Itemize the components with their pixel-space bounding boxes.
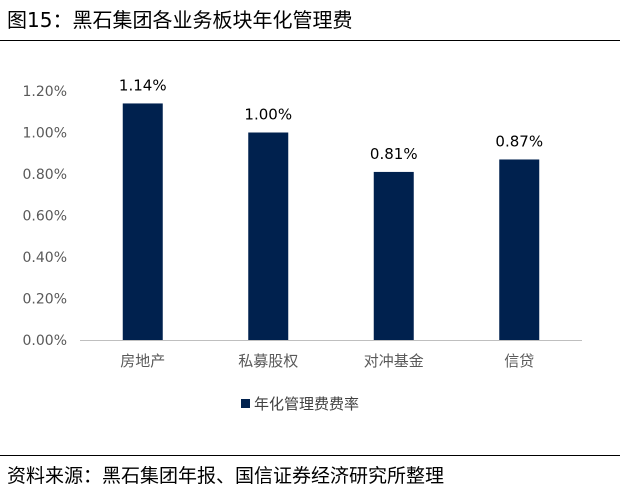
y-tick-label: 0.20%: [23, 292, 67, 308]
data-label: 0.87%: [495, 132, 543, 150]
legend: 年化管理费费率: [241, 395, 359, 413]
bar: [248, 132, 289, 340]
x-axis-labels: 房地产 私募股权 对冲基金 信贷: [120, 352, 534, 370]
y-tick-label: 0.60%: [23, 209, 67, 225]
y-tick-label: 1.00%: [23, 126, 67, 142]
bar: [373, 171, 414, 340]
x-tick-label: 房地产: [120, 352, 165, 370]
top-rule: [0, 40, 620, 41]
y-tick-label: 0.80%: [23, 167, 67, 183]
y-axis-ticks: 0.00% 0.20% 0.40% 0.60% 0.80% 1.00% 1.20%: [23, 84, 67, 349]
x-tick-label: 信贷: [504, 352, 534, 370]
y-tick-label: 0.00%: [23, 333, 67, 349]
legend-swatch: [241, 399, 250, 408]
data-label: 0.81%: [370, 145, 418, 163]
data-labels: 1.14% 1.00% 0.81% 0.87%: [119, 76, 543, 162]
source-note: 资料来源：黑石集团年报、国信证券经济研究所整理: [7, 465, 445, 487]
bottom-rule: [0, 455, 620, 456]
bar: [499, 159, 540, 340]
data-label: 1.00%: [244, 106, 292, 124]
bars: [122, 103, 540, 340]
x-tick-label: 私募股权: [238, 352, 298, 370]
y-tick-label: 1.20%: [23, 84, 67, 100]
bar: [122, 103, 163, 340]
x-tick-label: 对冲基金: [364, 352, 424, 370]
figure-title: 图15：黑石集团各业务板块年化管理费: [7, 8, 353, 32]
y-tick-label: 0.40%: [23, 250, 67, 266]
legend-label: 年化管理费费率: [254, 395, 359, 413]
data-label: 1.14%: [119, 76, 167, 94]
